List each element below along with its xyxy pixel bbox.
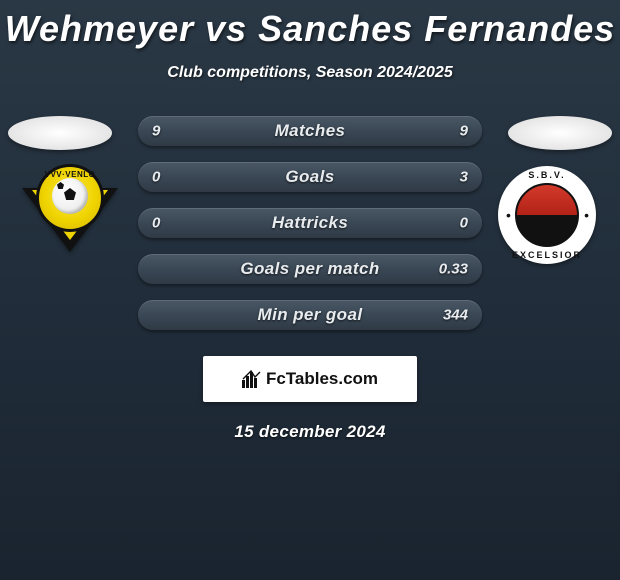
club-badge-right: S.B.V. • • EXCELSIOR — [498, 166, 598, 266]
stat-row-goals: 0 Goals 3 — [138, 162, 482, 192]
player-photo-placeholder-right — [508, 116, 612, 150]
page-subtitle: Club competitions, Season 2024/2025 — [0, 64, 620, 82]
watermark-text: FcTables.com — [266, 369, 378, 389]
player-photo-placeholder-left — [8, 116, 112, 150]
stat-right-value: 0.33 — [439, 261, 468, 278]
football-icon — [52, 178, 88, 214]
vvv-venlo-icon: VVV·VENLO — [20, 166, 120, 262]
stat-left-value: 0 — [152, 169, 160, 186]
stat-right-value: 3 — [460, 169, 468, 186]
stat-label: Hattricks — [272, 213, 348, 233]
stat-bars: 9 Matches 9 0 Goals 3 0 Hattricks 0 Goal… — [138, 116, 482, 330]
stat-label: Goals — [285, 167, 334, 187]
stat-right-value: 9 — [460, 123, 468, 140]
barchart-icon — [242, 370, 262, 388]
stat-row-min-per-goal: Min per goal 344 — [138, 300, 482, 330]
excelsior-text-bottom: EXCELSIOR — [498, 250, 596, 260]
excelsior-icon: S.B.V. • • EXCELSIOR — [498, 166, 596, 264]
stat-label: Min per goal — [258, 305, 363, 325]
excelsior-text-top: S.B.V. — [498, 170, 596, 180]
page-title: Wehmeyer vs Sanches Fernandes — [0, 0, 620, 50]
stat-row-goals-per-match: Goals per match 0.33 — [138, 254, 482, 284]
club-badge-left: VVV·VENLO — [20, 166, 120, 266]
stat-label: Matches — [275, 121, 346, 141]
stat-left-value: 9 — [152, 123, 160, 140]
watermark: FcTables.com — [203, 356, 417, 402]
stat-label: Goals per match — [240, 259, 379, 279]
stat-row-hattricks: 0 Hattricks 0 — [138, 208, 482, 238]
stat-right-value: 0 — [460, 215, 468, 232]
match-date: 15 december 2024 — [0, 422, 620, 442]
comparison-content: VVV·VENLO S.B.V. • • EXCELSIOR 9 Matches… — [0, 116, 620, 442]
stat-row-matches: 9 Matches 9 — [138, 116, 482, 146]
stat-left-value: 0 — [152, 215, 160, 232]
stat-right-value: 344 — [443, 307, 468, 324]
